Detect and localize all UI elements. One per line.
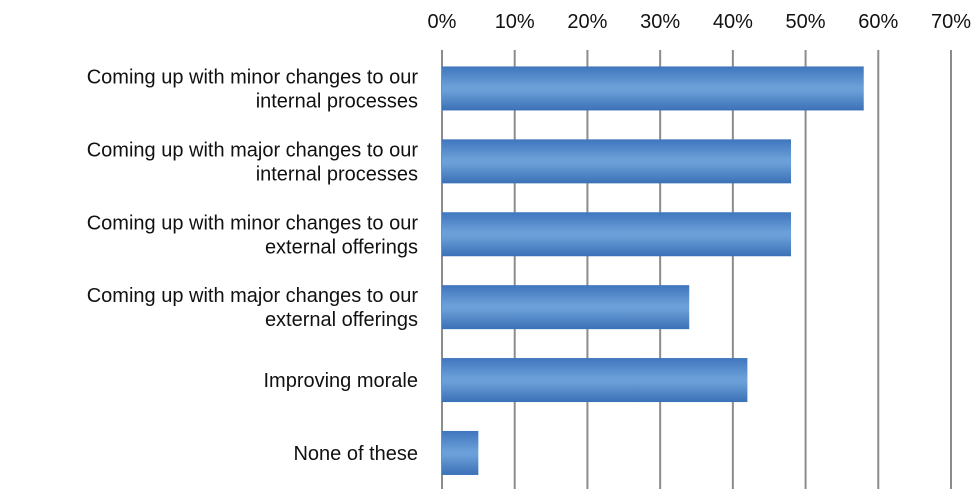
x-tick-label: 30% <box>640 11 680 33</box>
bar <box>442 66 864 111</box>
x-tick-label: 10% <box>495 11 535 33</box>
x-axis-tick-labels: 0% 10% 20% 30% 40% 50% 60% 70% <box>428 11 972 33</box>
x-tick-label: 20% <box>567 11 607 33</box>
bar <box>442 285 690 330</box>
x-tick-label: 40% <box>713 11 753 33</box>
category-label: Coming up with minor changes to our exter… <box>87 212 419 258</box>
x-tick-label: 0% <box>428 11 457 33</box>
gridlines <box>441 50 952 489</box>
category-label: None of these <box>293 443 418 465</box>
category-label: Coming up with minor changes to our inter… <box>87 66 419 112</box>
bars <box>442 66 864 475</box>
x-tick-label: 70% <box>931 11 971 33</box>
category-label: Improving morale <box>263 370 418 392</box>
category-labels: Coming up with minor changes to our inter… <box>87 66 419 465</box>
x-tick-label: 60% <box>858 11 898 33</box>
bar <box>442 212 792 257</box>
bar <box>442 358 748 403</box>
category-label: Coming up with major changes to our inter… <box>87 139 419 185</box>
bar <box>442 430 479 475</box>
x-tick-label: 50% <box>786 11 826 33</box>
category-label: Coming up with major changes to our exter… <box>87 285 419 331</box>
bar <box>442 139 792 184</box>
